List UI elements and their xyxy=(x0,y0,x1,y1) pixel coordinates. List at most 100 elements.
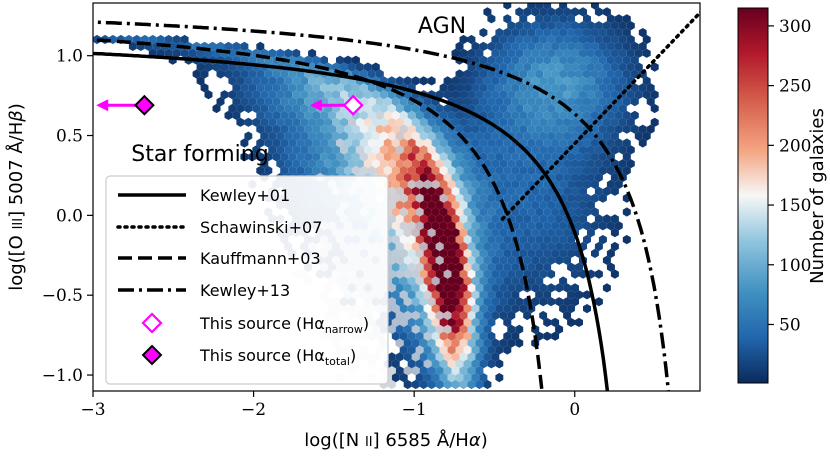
hexbin xyxy=(559,276,568,286)
hexbin xyxy=(284,117,293,127)
hexbin xyxy=(591,179,599,189)
hexbin xyxy=(399,235,408,245)
hexbin xyxy=(575,290,583,300)
hexbin xyxy=(531,76,540,86)
hexbin xyxy=(563,241,571,252)
hexbin xyxy=(399,97,408,107)
hexbin xyxy=(543,262,552,272)
hexbin xyxy=(475,145,484,155)
hexbin xyxy=(419,131,428,141)
hexbin xyxy=(594,48,603,58)
hexbin xyxy=(391,179,400,189)
hexbin xyxy=(551,41,560,51)
hexbin xyxy=(344,138,352,148)
hexbin-background xyxy=(395,186,404,196)
hexbin xyxy=(563,21,571,31)
hexbin xyxy=(427,186,436,196)
hexbin xyxy=(419,366,428,376)
hexbin xyxy=(519,41,528,51)
hexbin xyxy=(483,186,492,196)
hexbin xyxy=(467,241,476,252)
hexbin xyxy=(443,366,452,376)
hexbin xyxy=(515,34,524,45)
hexbin xyxy=(280,152,289,162)
hexbin xyxy=(543,83,552,93)
hexbin xyxy=(455,166,464,176)
hexbin xyxy=(427,241,436,252)
hexbin xyxy=(471,373,480,383)
hexbin xyxy=(594,241,603,252)
hexbin xyxy=(403,131,412,141)
hexbin xyxy=(638,41,647,51)
hexbin xyxy=(455,207,464,217)
hexbin xyxy=(527,193,536,203)
hexbin xyxy=(602,159,611,169)
hexbin xyxy=(427,117,436,127)
hexbin-background xyxy=(359,152,368,162)
hexbin xyxy=(399,331,408,341)
hexbin xyxy=(407,331,416,341)
hexbin xyxy=(630,55,639,65)
hexbin xyxy=(471,345,480,355)
hexbin xyxy=(467,352,476,362)
hexbin xyxy=(543,193,552,203)
hexbin xyxy=(491,352,500,362)
hexbin-background xyxy=(399,221,408,231)
hexbin xyxy=(606,55,615,65)
hexbin xyxy=(320,124,328,134)
hexbin-background xyxy=(443,324,452,334)
hexbin xyxy=(375,69,384,79)
hexbin xyxy=(559,221,568,231)
hexbin xyxy=(407,152,416,162)
hexbin xyxy=(351,152,360,162)
hexbin xyxy=(594,21,603,31)
hexbin-background xyxy=(399,290,408,300)
hexbin xyxy=(236,90,245,100)
hexbin xyxy=(543,110,552,120)
hexbin xyxy=(579,62,587,72)
hexbin xyxy=(399,152,408,162)
hexbin xyxy=(467,283,476,293)
hexbin xyxy=(455,359,464,369)
hexbin xyxy=(439,317,448,327)
hexbin xyxy=(447,179,456,189)
hexbin xyxy=(527,262,536,272)
hexbin xyxy=(407,345,416,355)
hexbin xyxy=(439,290,448,300)
hexbin xyxy=(622,97,631,107)
hexbin-background xyxy=(403,297,412,307)
hexbin xyxy=(427,214,436,224)
hexbin xyxy=(567,152,575,162)
hexbin xyxy=(618,62,627,72)
hexbin xyxy=(451,255,460,265)
hexbin xyxy=(523,103,532,114)
hexbin xyxy=(598,221,607,231)
hexbin xyxy=(551,28,560,38)
hexbin xyxy=(316,76,325,86)
hexbin xyxy=(515,338,524,348)
hexbin xyxy=(467,379,476,390)
hexbin xyxy=(487,248,496,258)
hexbin xyxy=(567,110,575,120)
hexbin xyxy=(300,103,309,114)
hexbin xyxy=(567,235,575,245)
hexbin xyxy=(451,228,460,238)
hexbin xyxy=(443,352,452,362)
hexbin xyxy=(407,304,416,314)
hexbin xyxy=(375,166,384,176)
hexbin xyxy=(594,145,603,155)
hexbin xyxy=(196,76,205,86)
hexbin xyxy=(575,110,583,120)
hexbin xyxy=(351,124,360,134)
hexbin xyxy=(471,207,480,217)
hexbin xyxy=(284,48,293,58)
hexbin xyxy=(320,110,328,120)
hexbin xyxy=(622,124,631,134)
hexbin xyxy=(304,166,313,176)
hexbin xyxy=(411,283,420,293)
hexbin xyxy=(332,117,340,127)
hexbin xyxy=(403,200,412,210)
hexbin xyxy=(551,14,560,24)
hexbin xyxy=(148,34,157,45)
hexbin xyxy=(583,55,591,65)
